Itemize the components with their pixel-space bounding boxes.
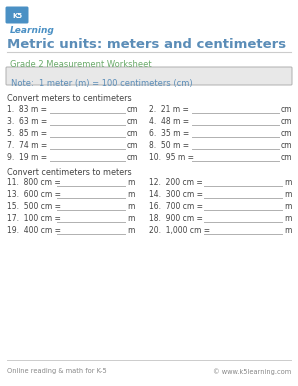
- Text: © www.k5learning.com: © www.k5learning.com: [213, 368, 291, 375]
- FancyBboxPatch shape: [6, 67, 292, 85]
- Text: Metric units: meters and centimeters: Metric units: meters and centimeters: [7, 38, 286, 51]
- Text: 3.  63 m =: 3. 63 m =: [7, 117, 47, 126]
- Text: m: m: [284, 226, 291, 235]
- Text: K5: K5: [12, 13, 22, 19]
- Text: 6.  35 m =: 6. 35 m =: [149, 129, 189, 138]
- Text: 15.  500 cm =: 15. 500 cm =: [7, 202, 61, 211]
- Text: cm: cm: [127, 129, 139, 138]
- Text: cm: cm: [281, 153, 293, 162]
- Text: Grade 2 Measurement Worksheet: Grade 2 Measurement Worksheet: [10, 60, 152, 69]
- Text: cm: cm: [127, 141, 139, 150]
- Text: 8.  50 m =: 8. 50 m =: [149, 141, 189, 150]
- Text: m: m: [284, 214, 291, 223]
- Text: 7.  74 m =: 7. 74 m =: [7, 141, 47, 150]
- Text: Convert meters to centimeters: Convert meters to centimeters: [7, 94, 132, 103]
- Text: m: m: [127, 190, 134, 199]
- Text: cm: cm: [281, 105, 293, 114]
- Text: 13.  600 cm =: 13. 600 cm =: [7, 190, 61, 199]
- FancyBboxPatch shape: [5, 7, 29, 24]
- Text: 4.  48 m =: 4. 48 m =: [149, 117, 189, 126]
- Text: 2.  21 m =: 2. 21 m =: [149, 105, 189, 114]
- Text: m: m: [127, 202, 134, 211]
- Text: 19.  400 cm =: 19. 400 cm =: [7, 226, 61, 235]
- Text: 16.  700 cm =: 16. 700 cm =: [149, 202, 203, 211]
- Text: m: m: [284, 178, 291, 187]
- Text: 20.  1,000 cm =: 20. 1,000 cm =: [149, 226, 210, 235]
- Text: cm: cm: [127, 153, 139, 162]
- Text: Note:  1 meter (m) = 100 centimeters (cm): Note: 1 meter (m) = 100 centimeters (cm): [11, 79, 193, 88]
- Text: cm: cm: [281, 129, 293, 138]
- Text: 12.  200 cm =: 12. 200 cm =: [149, 178, 203, 187]
- Text: 5.  85 m =: 5. 85 m =: [7, 129, 47, 138]
- Text: m: m: [284, 202, 291, 211]
- Text: Learning: Learning: [10, 26, 55, 35]
- Text: m: m: [127, 178, 134, 187]
- Text: Convert centimeters to meters: Convert centimeters to meters: [7, 168, 132, 177]
- Text: cm: cm: [127, 117, 139, 126]
- Text: m: m: [127, 226, 134, 235]
- Text: 1.  83 m =: 1. 83 m =: [7, 105, 47, 114]
- Text: cm: cm: [127, 105, 139, 114]
- Text: 10.  95 m =: 10. 95 m =: [149, 153, 194, 162]
- Text: m: m: [127, 214, 134, 223]
- Text: m: m: [284, 190, 291, 199]
- Text: 17.  100 cm =: 17. 100 cm =: [7, 214, 61, 223]
- Text: 11.  800 cm =: 11. 800 cm =: [7, 178, 61, 187]
- Text: 14.  300 cm =: 14. 300 cm =: [149, 190, 203, 199]
- Text: cm: cm: [281, 117, 293, 126]
- Text: 18.  900 cm =: 18. 900 cm =: [149, 214, 203, 223]
- Text: cm: cm: [281, 141, 293, 150]
- Text: Online reading & math for K-5: Online reading & math for K-5: [7, 368, 107, 374]
- Text: 9.  19 m =: 9. 19 m =: [7, 153, 47, 162]
